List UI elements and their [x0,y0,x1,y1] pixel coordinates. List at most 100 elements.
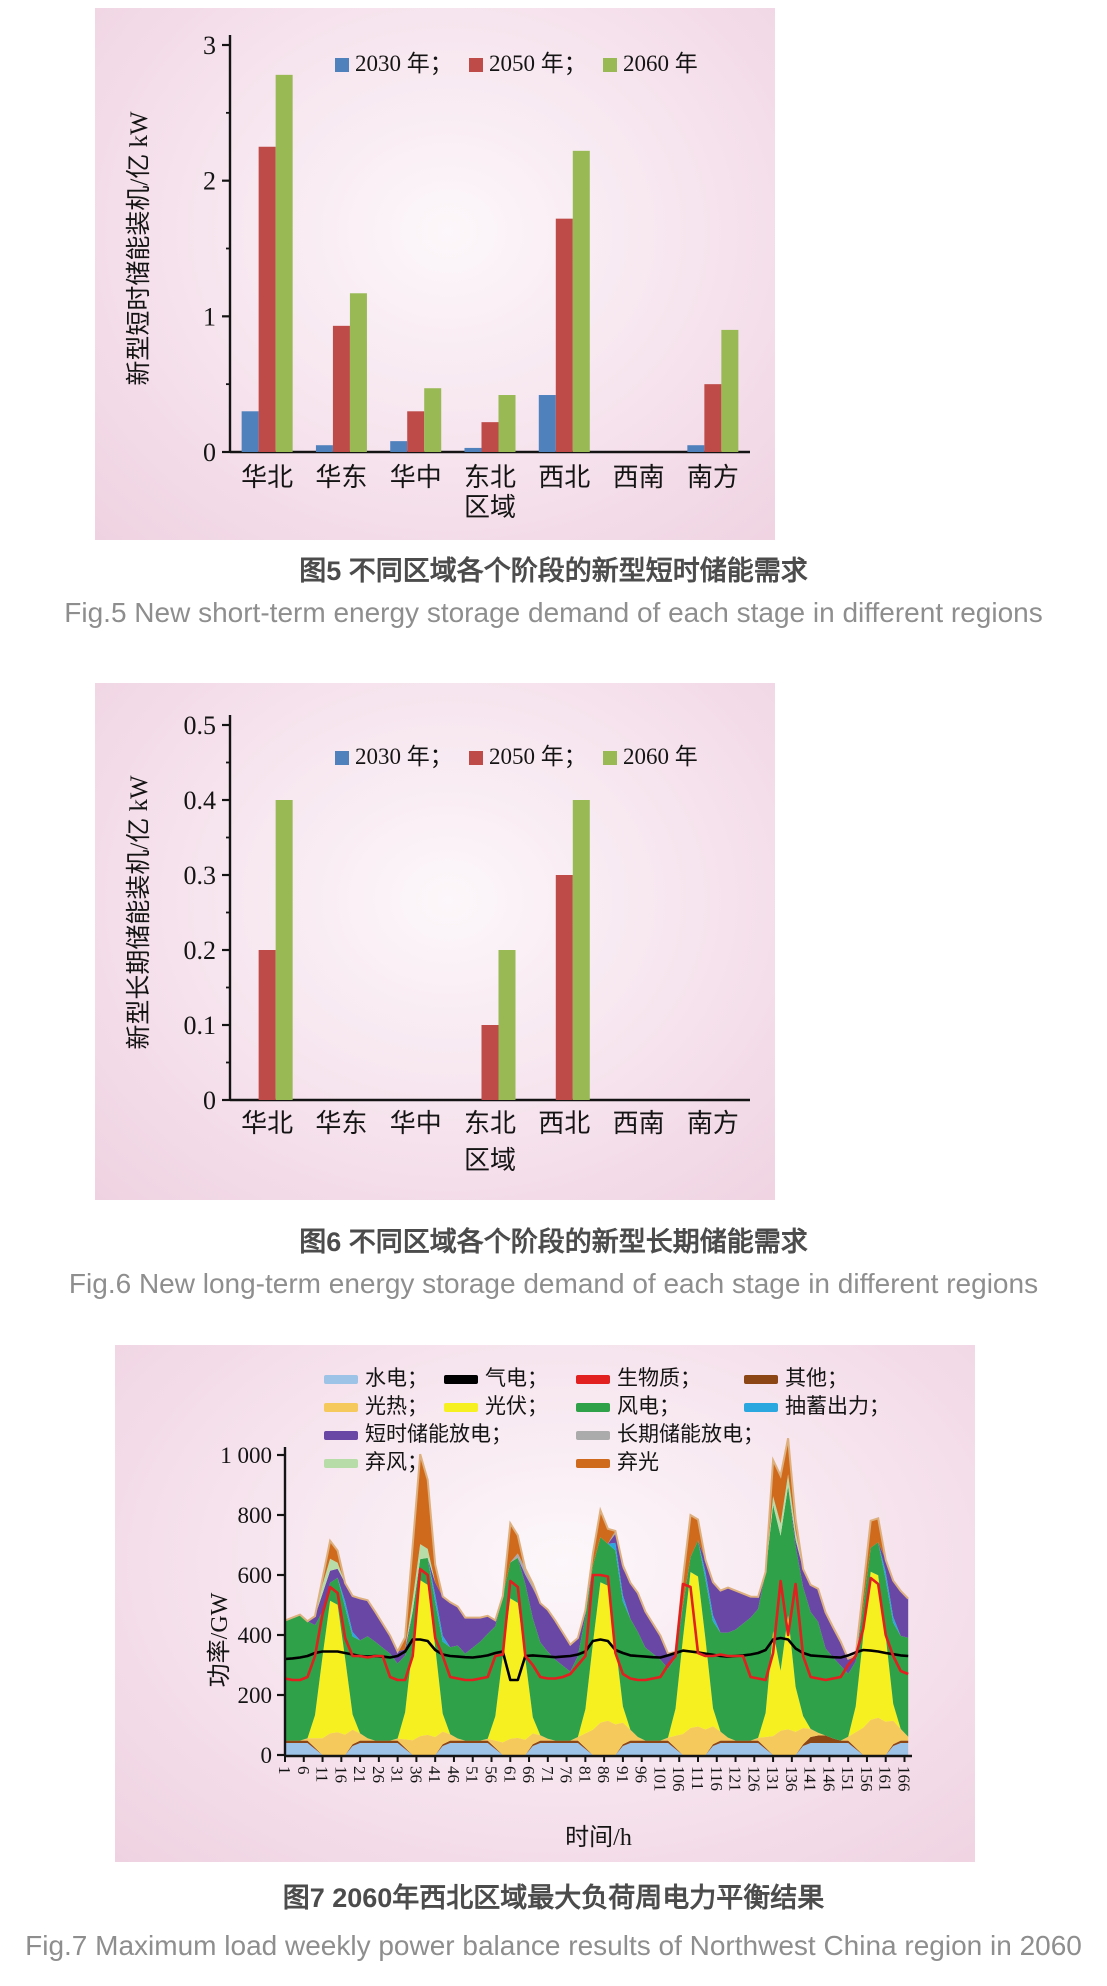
legend-label: 2050 年； [489,744,587,769]
y-tick-label: 2 [203,167,216,196]
legend-swatch [576,1459,610,1468]
fig5-bar-chart: 0 1 2 3 新型短时储能装机/亿 kW 2030 年； 2050 年； 2060 年华北华… [95,8,775,540]
bar-2050 年-东北 [481,422,499,452]
legend-swatch [324,1431,358,1440]
area-光伏 [285,1571,909,1743]
y-tick-label: 0.4 [184,786,217,815]
x-tick-label: 151 [838,1766,857,1792]
y-axis-title: 新型短时储能装机/亿 kW [125,111,153,386]
legend-label: 气电； [485,1366,548,1390]
x-tick-label: 106 [669,1766,688,1792]
x-tick-label: 41 [425,1766,444,1783]
bar-2050 年-南方 [704,384,722,452]
bar-2030 年-华中 [390,441,408,452]
figure5-caption-en: Fig.5 New short-term energy storage dema… [64,597,1043,628]
area-抽蓄出力 [285,1486,909,1674]
legend-swatch [469,58,483,72]
bar-2060 年-南方 [721,329,739,452]
x-tick-label: 21 [350,1766,369,1783]
legend-swatch [576,1403,610,1412]
x-tick-label: 116 [707,1766,726,1791]
x-tick-label: 1 [275,1766,294,1775]
figure6-caption-en: Fig.6 New long-term energy storage deman… [68,1268,1039,1299]
x-category-label: 南方 [687,1109,739,1138]
legend-swatch [324,1459,358,1468]
y-tick-label: 0.3 [184,861,217,890]
bar-2060 年-华北 [275,800,293,1100]
bar-2050 年-西北 [555,218,573,452]
bar-2060 年-华中 [424,388,442,452]
x-axis-title: 区域 [464,493,516,522]
x-tick-label: 96 [632,1766,651,1783]
figure6-caption-zh: 图6 不同区域各个阶段的新型长期储能需求 [299,1227,808,1257]
legend-swatch [324,1403,358,1412]
legend-label: 长期储能放电； [617,1422,764,1446]
x-category-label: 华北 [241,1109,293,1138]
figure5-caption-zh: 图5 不同区域各个阶段的新型短时储能需求 [299,556,808,586]
fig6-bar-chart: 0 0.1 0.2 0.3 0.4 0.5 新型长期储能装机/亿 kW 2030 年； 2050… [95,683,775,1200]
legend-label: 光伏； [485,1394,548,1418]
legend-swatch [744,1403,778,1412]
bar-2060 年-西北 [572,150,590,452]
legend-label: 2050 年； [489,51,587,76]
x-tick-label: 86 [594,1766,613,1783]
legend-label: 2060 年 [623,51,698,76]
x-tick-label: 11 [313,1766,332,1782]
x-tick-label: 61 [500,1766,519,1783]
x-tick-label: 66 [519,1766,538,1783]
bar-2050 年-华中 [407,411,425,452]
x-category-label: 西南 [613,463,665,492]
legend-label: 水电； [365,1366,428,1390]
legend-label: 其他； [785,1366,848,1390]
y-tick-label: 0.2 [184,936,217,965]
x-category-label: 华北 [241,463,293,492]
bar-2060 年-东北 [498,395,516,452]
legend-label: 2030 年； [355,51,453,76]
x-tick-label: 166 [895,1766,914,1792]
line-生物质 [284,1567,909,1682]
legend-label: 短时储能放电； [365,1422,512,1446]
legend-label: 弃光 [617,1450,659,1474]
x-category-label: 华东 [315,463,367,492]
legend-swatch [576,1375,610,1384]
x-category-label: 东北 [464,1109,516,1138]
bar-2060 年-华北 [275,74,293,452]
x-tick-label: 6 [294,1766,313,1775]
bar-2030 年-华东 [315,445,333,452]
x-tick-label: 141 [801,1766,820,1792]
bar-2060 年-东北 [498,950,516,1100]
bar-2050 年-华北 [258,146,276,452]
legend-swatch [603,58,617,72]
x-tick-label: 111 [688,1766,707,1790]
legend-label: 抽蓄出力； [785,1394,890,1418]
y-tick-label: 1 [203,302,216,331]
bar-2030 年-西北 [538,395,556,452]
y-axis-title: 新型长期储能装机/亿 kW [125,775,153,1050]
bar-2050 年-东北 [481,1025,499,1100]
x-category-label: 华东 [315,1109,367,1138]
x-tick-label: 136 [782,1766,801,1792]
x-tick-label: 161 [876,1766,895,1792]
y-tick-label: 0.1 [184,1011,217,1040]
y-tick-label: 0 [203,1086,216,1115]
x-category-label: 华中 [390,463,442,492]
legend-swatch [444,1375,478,1384]
figure6-panel: 0 0.1 0.2 0.3 0.4 0.5 新型长期储能装机/亿 kW 2030 年； 2050… [95,683,775,1200]
y-tick-label: 0 [261,1743,273,1768]
legend-label: 生物质； [617,1366,701,1390]
legend-label: 光热； [365,1394,428,1418]
bar-2030 年-南方 [687,445,705,452]
area-弃光 [285,1438,909,1659]
x-category-label: 西北 [538,1109,590,1138]
bar-2050 年-西北 [555,875,573,1100]
figure7-panel: 0 200 400 600 800 1 000 功率/GW 1 6 11 16 21 26 31 36 41 4… [115,1345,975,1862]
y-tick-label: 0 [203,438,216,467]
y-tick-label: 800 [238,1503,273,1528]
area-光热 [285,1717,909,1755]
bar-2060 年-华东 [349,293,367,452]
legend-swatch [444,1403,478,1412]
x-tick-label: 131 [763,1766,782,1792]
x-tick-label: 16 [331,1766,350,1783]
legend-swatch [469,751,483,765]
